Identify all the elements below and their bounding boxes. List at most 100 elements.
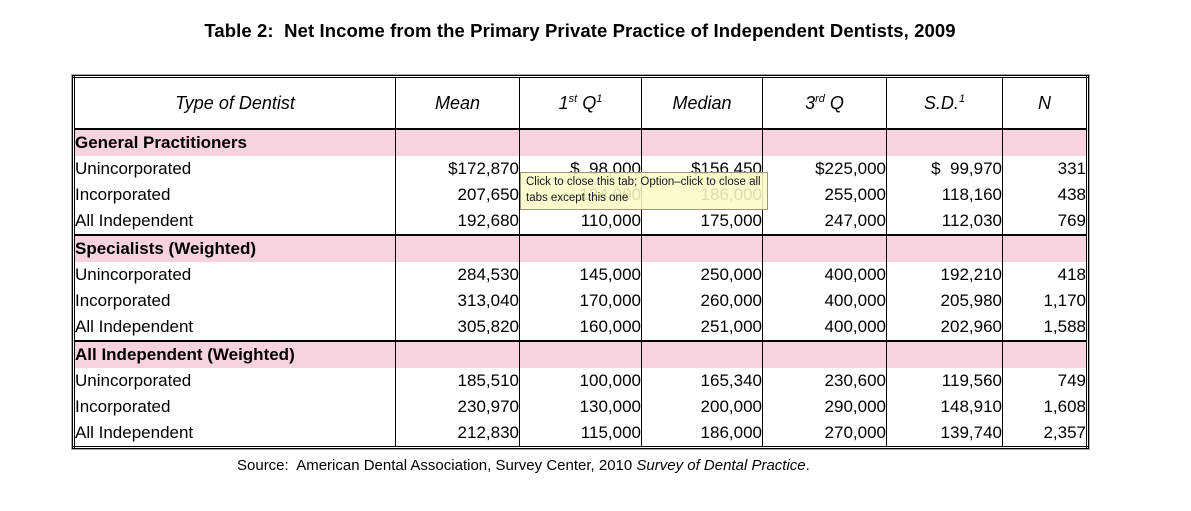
row-label: All Independent — [73, 314, 396, 341]
data-row: Unincorporated 185,510 100,000 165,340 230,6… — [73, 368, 1088, 394]
section-header-cell — [395, 340, 520, 368]
value-cell: 1,608 — [1002, 394, 1088, 420]
data-row: All Independent 305,820 160,000 251,000 400,… — [73, 314, 1088, 341]
value-cell: 202,960 — [886, 314, 1003, 341]
value-cell: 165,340 — [641, 368, 763, 394]
value-cell: 313,040 — [395, 288, 520, 314]
section-header-cell — [519, 234, 642, 262]
value-cell: 400,000 — [762, 288, 887, 314]
superscript: st — [568, 92, 578, 105]
data-row: All Independent 212,830 115,000 186,000 270,… — [73, 420, 1088, 448]
table-header-row: Type of Dentist Mean 1st Q1 Median 3rd Q… — [73, 76, 1088, 130]
value-cell: 145,000 — [519, 262, 642, 288]
row-label: Incorporated — [73, 182, 396, 208]
value-cell: 230,970 — [395, 394, 520, 420]
section-header-cell — [395, 128, 520, 156]
section-header-cell — [1002, 340, 1088, 368]
section-header-cell — [641, 340, 763, 368]
data-row: Incorporated 230,970 130,000 200,000 290,000… — [73, 394, 1088, 420]
tab-close-tooltip: Click to close this tab; Option–click to… — [520, 172, 768, 210]
col-header-median: Median — [641, 76, 763, 130]
section-header-row: General Practitioners — [73, 128, 1088, 156]
value-cell: 200,000 — [641, 394, 763, 420]
value-cell: 255,000 — [762, 182, 887, 208]
source-note: Source: American Dental Association, Sur… — [237, 457, 810, 474]
section-header-cell — [762, 234, 887, 262]
col-header-first-quartile: 1st Q1 — [519, 76, 642, 130]
table-container: Type of Dentist Mean 1st Q1 Median 3rd Q… — [71, 74, 1090, 450]
section-header-cell — [886, 234, 1003, 262]
value-cell: 160,000 — [519, 314, 642, 341]
value-cell: $172,870 — [395, 156, 520, 182]
superscript: rd — [815, 92, 825, 105]
col-header-type-of-dentist: Type of Dentist — [73, 76, 396, 130]
col-header-n: N — [1002, 76, 1088, 130]
section-header-row: Specialists (Weighted) — [73, 234, 1088, 262]
source-suffix: . — [805, 457, 810, 474]
section-header-label: General Practitioners — [73, 128, 396, 156]
footnote-marker: 1 — [596, 92, 603, 105]
table-title: Table 2: Net Income from the Primary Pri… — [204, 20, 956, 41]
value-cell: 130,000 — [519, 394, 642, 420]
dentist-income-table: Type of Dentist Mean 1st Q1 Median 3rd Q… — [71, 74, 1090, 450]
value-cell: 247,000 — [762, 208, 887, 235]
value-cell: 207,650 — [395, 182, 520, 208]
value-cell: 438 — [1002, 182, 1088, 208]
value-cell: 115,000 — [519, 420, 642, 448]
tooltip-line-1: Click to close this tab; Option–click to… — [526, 176, 761, 188]
section-header-row: All Independent (Weighted) — [73, 340, 1088, 368]
value-cell: 769 — [1002, 208, 1088, 235]
value-cell: 260,000 — [641, 288, 763, 314]
section-header-cell — [886, 340, 1003, 368]
section-header-cell — [762, 128, 887, 156]
value-cell: 418 — [1002, 262, 1088, 288]
table-body: Type of Dentist Mean 1st Q1 Median 3rd Q… — [73, 76, 1088, 448]
col-header-sd: S.D.1 — [886, 76, 1003, 130]
value-cell: 112,030 — [886, 208, 1003, 235]
value-cell: 212,830 — [395, 420, 520, 448]
value-cell: 749 — [1002, 368, 1088, 394]
value-cell: 331 — [1002, 156, 1088, 182]
value-cell: 100,000 — [519, 368, 642, 394]
value-cell: 230,600 — [762, 368, 887, 394]
col-header-third-quartile: 3rd Q — [762, 76, 887, 130]
row-label: All Independent — [73, 208, 396, 235]
value-cell: 192,210 — [886, 262, 1003, 288]
source-prefix: Source: American Dental Association, Sur… — [237, 457, 637, 474]
value-cell: 192,680 — [395, 208, 520, 235]
row-label: Unincorporated — [73, 156, 396, 182]
value-cell: 119,560 — [886, 368, 1003, 394]
row-label: All Independent — [73, 420, 396, 448]
section-header-cell — [395, 234, 520, 262]
data-row: Unincorporated 284,530 145,000 250,000 400,0… — [73, 262, 1088, 288]
value-cell: 1,170 — [1002, 288, 1088, 314]
value-cell: 2,357 — [1002, 420, 1088, 448]
tooltip-line-2: tabs except this one — [526, 191, 629, 204]
section-header-cell — [519, 340, 642, 368]
section-header-cell — [762, 340, 887, 368]
row-label: Unincorporated — [73, 262, 396, 288]
section-header-cell — [641, 234, 763, 262]
source-publication: Survey of Dental Practice — [636, 457, 806, 474]
value-cell: 185,510 — [395, 368, 520, 394]
value-cell: 305,820 — [395, 314, 520, 341]
value-cell: 110,000 — [519, 208, 642, 235]
value-cell: 205,980 — [886, 288, 1003, 314]
value-cell: 400,000 — [762, 262, 887, 288]
section-header-cell — [641, 128, 763, 156]
row-label: Incorporated — [73, 288, 396, 314]
row-label: Incorporated — [73, 394, 396, 420]
footnote-marker: 1 — [958, 92, 966, 105]
value-cell: 175,000 — [641, 208, 763, 235]
value-cell: 139,740 — [886, 420, 1003, 448]
value-cell: 270,000 — [762, 420, 887, 448]
value-cell: $ 99,970 — [886, 156, 1003, 182]
value-cell: 400,000 — [762, 314, 887, 341]
section-header-cell — [519, 128, 642, 156]
value-cell: 251,000 — [641, 314, 763, 341]
section-header-cell — [886, 128, 1003, 156]
section-header-cell — [1002, 234, 1088, 262]
data-row: Incorporated 313,040 170,000 260,000 400,000… — [73, 288, 1088, 314]
value-cell: 284,530 — [395, 262, 520, 288]
